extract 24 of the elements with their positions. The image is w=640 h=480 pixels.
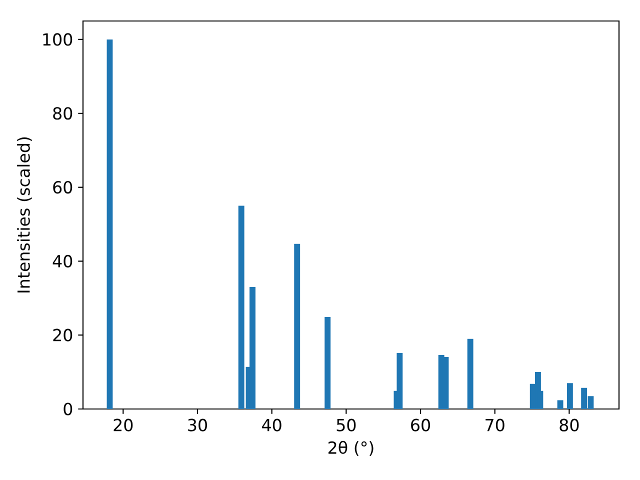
x-tick-label: 20	[114, 418, 133, 432]
bar	[396, 352, 403, 409]
x-tick-label: 60	[411, 418, 430, 432]
x-tick-label: 40	[262, 418, 282, 432]
bar	[566, 383, 573, 409]
bar	[106, 39, 113, 409]
y-axis-title: Intensities (scaled)	[17, 137, 32, 292]
bar	[250, 287, 256, 409]
x-tick-label: 80	[560, 418, 579, 432]
y-tick-label: 0	[64, 402, 72, 416]
bar	[467, 338, 474, 409]
y-tick-label: 60	[53, 180, 72, 194]
x-tick-label: 30	[188, 418, 207, 432]
x-tick-label: 70	[486, 418, 504, 432]
bar	[294, 244, 300, 409]
y-tick-label: 100	[43, 33, 72, 46]
x-axis-title: 2θ (°)	[328, 440, 374, 456]
x-tick-label: 50	[336, 418, 356, 432]
bar	[442, 356, 449, 409]
y-tick-label: 40	[52, 254, 72, 268]
bar	[557, 400, 564, 409]
bar	[324, 316, 331, 409]
y-tick-label: 80	[53, 107, 72, 120]
y-tick-label: 20	[53, 328, 72, 342]
